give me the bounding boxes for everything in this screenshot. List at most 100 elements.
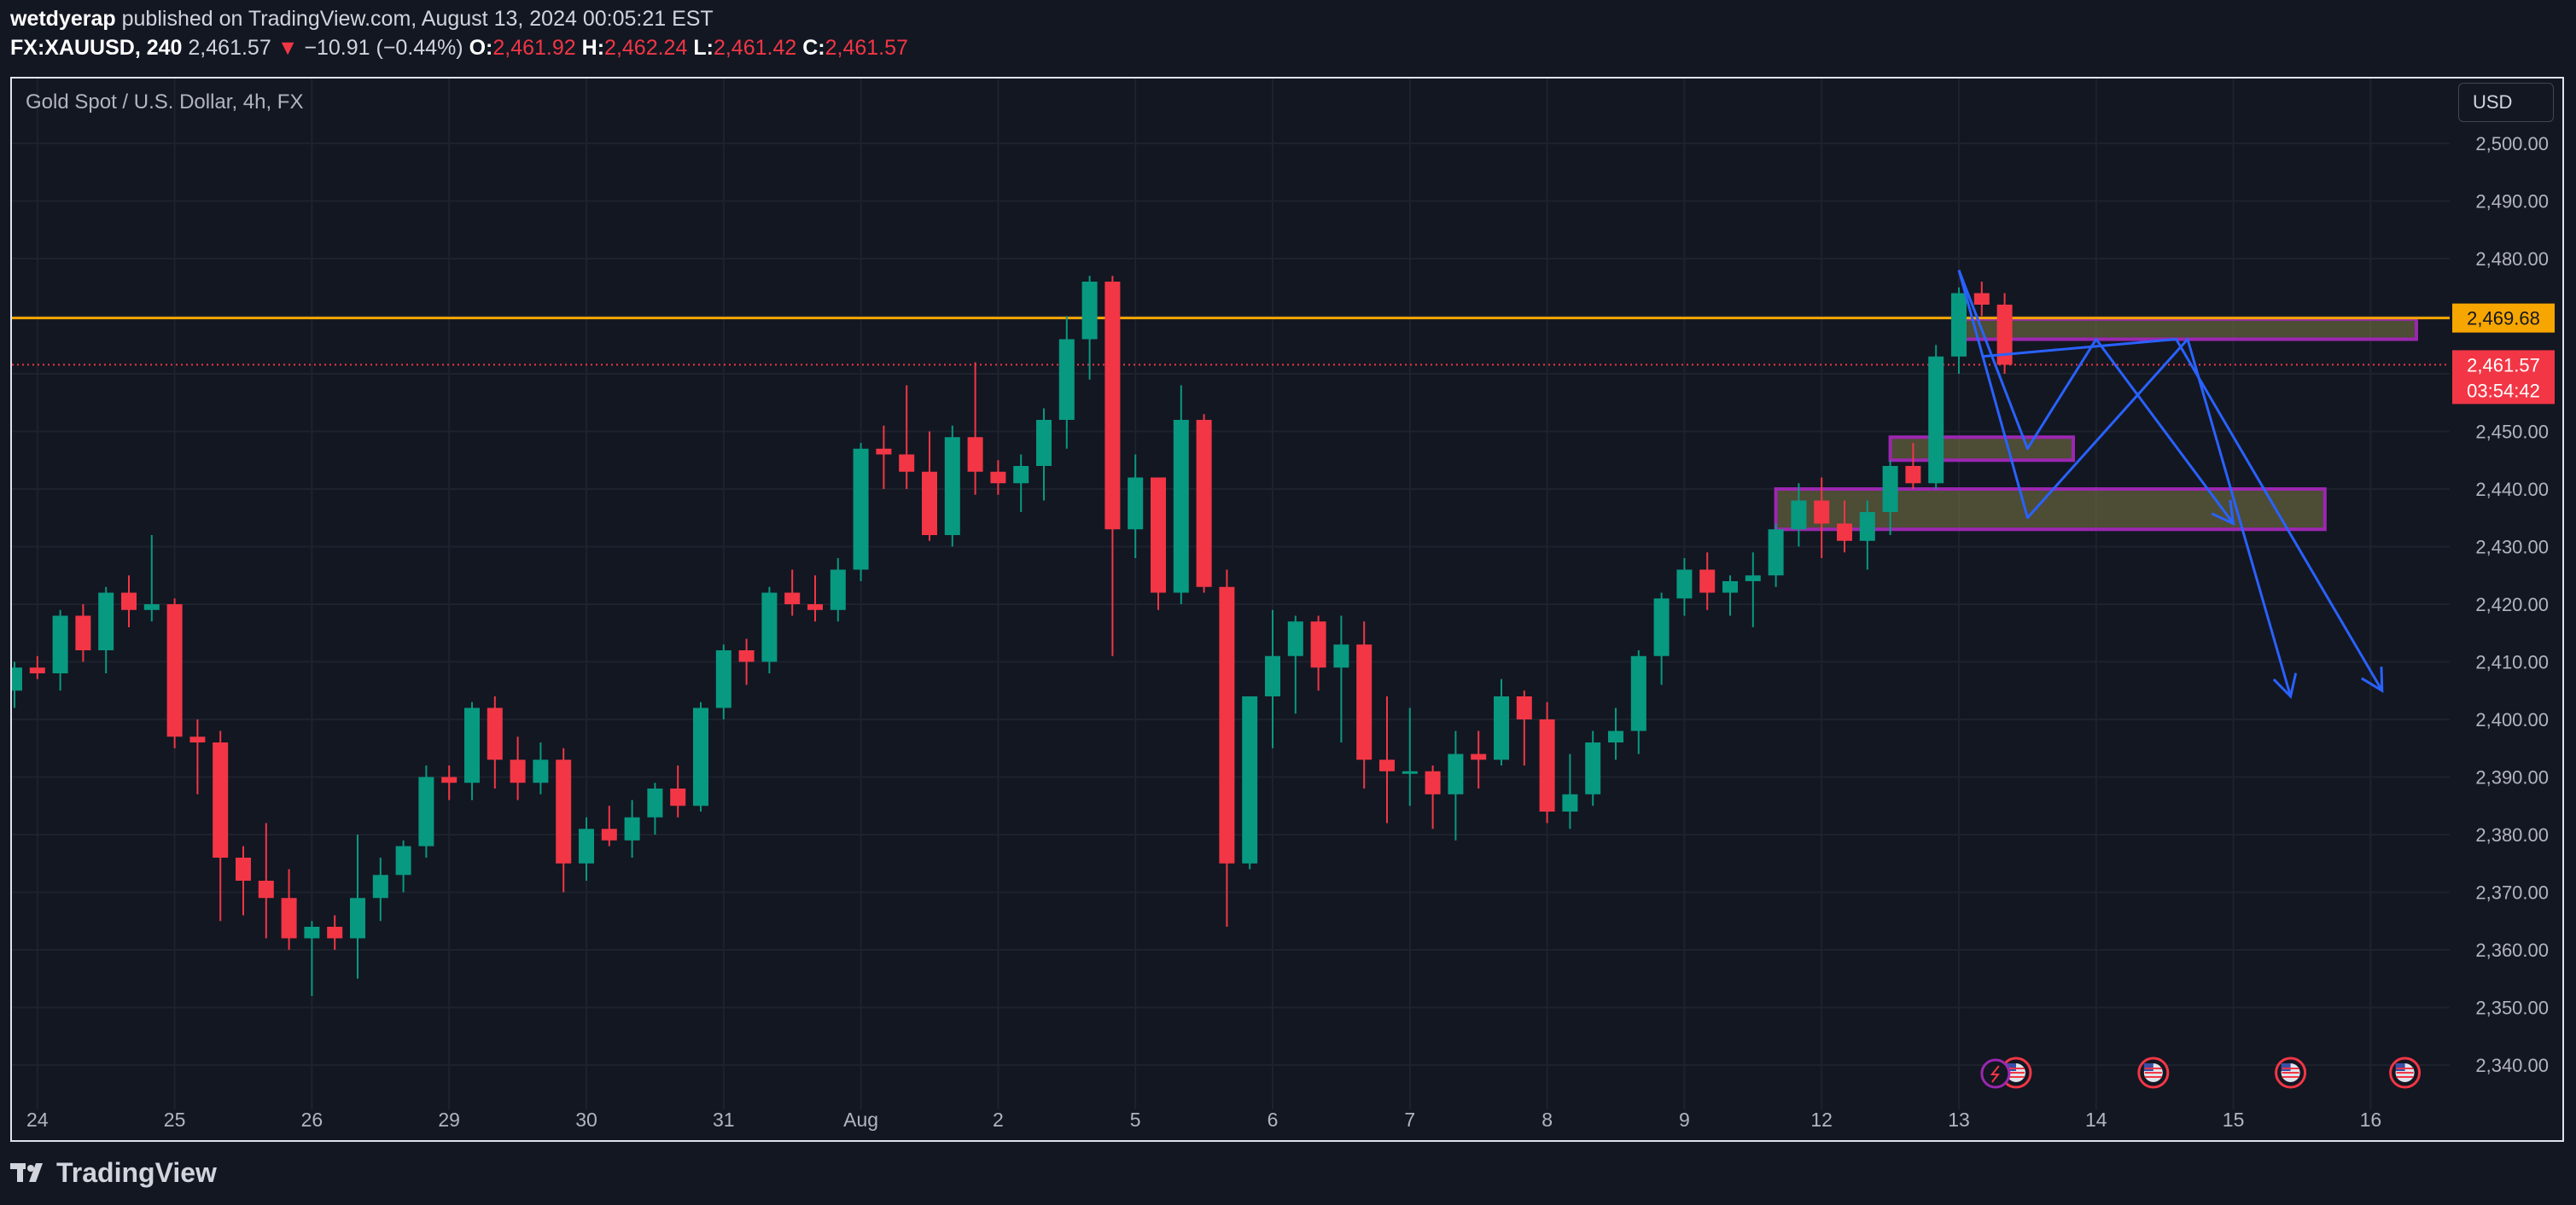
candle-body[interactable]	[1608, 731, 1623, 743]
candle-body[interactable]	[29, 667, 45, 673]
candle-body[interactable]	[899, 454, 915, 472]
candle-body[interactable]	[784, 592, 801, 605]
zone-rectangle[interactable]	[1957, 317, 2418, 341]
candle-body[interactable]	[258, 881, 274, 899]
candle-body[interactable]	[1996, 305, 2013, 365]
candle-body[interactable]	[1630, 655, 1646, 731]
candle-body[interactable]	[1814, 500, 1830, 524]
candle-body[interactable]	[556, 760, 572, 864]
candle-body[interactable]	[1219, 586, 1235, 864]
candle-body[interactable]	[1310, 621, 1326, 668]
candle-body[interactable]	[601, 829, 617, 841]
candle-body[interactable]	[1699, 569, 1716, 593]
economic-event-icon[interactable]	[2389, 1057, 2422, 1089]
candle-body[interactable]	[7, 667, 22, 691]
candle-body[interactable]	[1402, 771, 1418, 774]
candle-body[interactable]	[304, 927, 320, 939]
candle-body[interactable]	[1653, 598, 1670, 656]
candle-body[interactable]	[395, 846, 411, 876]
economic-event-icon[interactable]	[2275, 1057, 2307, 1089]
candle-body[interactable]	[1676, 569, 1693, 599]
candle-body[interactable]	[1356, 644, 1373, 760]
candle-body[interactable]	[1494, 696, 1509, 760]
candle-body[interactable]	[1516, 696, 1532, 719]
candle-body[interactable]	[1471, 754, 1487, 760]
candle-body[interactable]	[1333, 644, 1349, 668]
candle-body[interactable]	[876, 448, 892, 455]
candle-body[interactable]	[510, 760, 526, 783]
candle-body[interactable]	[670, 789, 686, 806]
projection-path[interactable]	[1957, 269, 2235, 525]
candle-body[interactable]	[121, 592, 137, 610]
currency-button[interactable]: USD	[2458, 83, 2554, 122]
candle-body[interactable]	[715, 650, 731, 708]
candle-body[interactable]	[1151, 477, 1166, 593]
candle-body[interactable]	[1104, 282, 1121, 530]
candle-body[interactable]	[853, 448, 869, 570]
candle-body[interactable]	[441, 777, 458, 783]
candle-body[interactable]	[418, 777, 434, 847]
candle-body[interactable]	[1448, 754, 1464, 795]
candle-body[interactable]	[372, 875, 388, 899]
candle-body[interactable]	[1768, 529, 1784, 576]
candle-body[interactable]	[1745, 575, 1761, 581]
candle-body[interactable]	[624, 817, 640, 841]
candle-body[interactable]	[1973, 293, 1990, 306]
candle-body[interactable]	[922, 471, 937, 535]
candle-body[interactable]	[990, 471, 1006, 484]
candle-body[interactable]	[464, 707, 480, 783]
candle-body[interactable]	[533, 760, 549, 783]
zone-rectangle[interactable]	[1888, 435, 2076, 463]
candle-body[interactable]	[1173, 420, 1189, 593]
candle-body[interactable]	[1859, 512, 1875, 541]
projection-path[interactable]	[1981, 338, 2384, 692]
candle-body[interactable]	[1379, 760, 1395, 771]
candle-body[interactable]	[693, 707, 708, 806]
candle-body[interactable]	[1562, 794, 1578, 812]
candle-body[interactable]	[236, 858, 251, 881]
candle-body[interactable]	[761, 592, 778, 662]
candle-body[interactable]	[1036, 420, 1052, 466]
candle-body[interactable]	[143, 604, 160, 610]
candle-body[interactable]	[281, 898, 297, 939]
candle-body[interactable]	[1928, 356, 1944, 484]
candle-body[interactable]	[1585, 742, 1601, 795]
zone-rectangle[interactable]	[1774, 487, 2327, 532]
candle-body[interactable]	[1265, 655, 1280, 696]
candle-body[interactable]	[944, 437, 960, 535]
candle-body[interactable]	[1539, 719, 1555, 812]
candle-body[interactable]	[830, 569, 846, 610]
economic-event-icon[interactable]	[2137, 1057, 2170, 1089]
candle-body[interactable]	[1882, 466, 1898, 512]
candle-body[interactable]	[647, 789, 663, 818]
candle-body[interactable]	[52, 615, 68, 674]
candle-body[interactable]	[166, 604, 183, 737]
candle-body[interactable]	[1013, 466, 1029, 484]
candle-body[interactable]	[1081, 282, 1098, 340]
author-name[interactable]: wetdyerap	[10, 7, 116, 31]
candle-body[interactable]	[1791, 500, 1807, 530]
candle-body[interactable]	[213, 742, 229, 858]
candle-body[interactable]	[189, 736, 206, 742]
candle-body[interactable]	[1058, 339, 1075, 421]
candle-body[interactable]	[579, 829, 594, 864]
candle-body[interactable]	[967, 437, 983, 472]
projection-path[interactable]	[1957, 270, 2293, 697]
tradingview-logo[interactable]: TradingView	[10, 1157, 217, 1190]
candle-body[interactable]	[1196, 420, 1212, 587]
candle-body[interactable]	[75, 615, 91, 651]
candle-body[interactable]	[487, 707, 503, 760]
candle-body[interactable]	[738, 650, 755, 662]
candle-body[interactable]	[1722, 581, 1738, 593]
candle-body[interactable]	[350, 898, 365, 939]
candle-body[interactable]	[327, 927, 343, 939]
symbol[interactable]: FX:XAUUSD, 240	[10, 36, 183, 60]
candle-body[interactable]	[1287, 621, 1303, 656]
candle-body[interactable]	[807, 604, 823, 610]
last-price-box[interactable]	[2452, 350, 2555, 405]
candle-body[interactable]	[1128, 477, 1144, 530]
dividend-icon[interactable]	[1980, 1058, 2011, 1089]
candle-body[interactable]	[1242, 696, 1258, 864]
candle-body[interactable]	[1837, 523, 1852, 541]
